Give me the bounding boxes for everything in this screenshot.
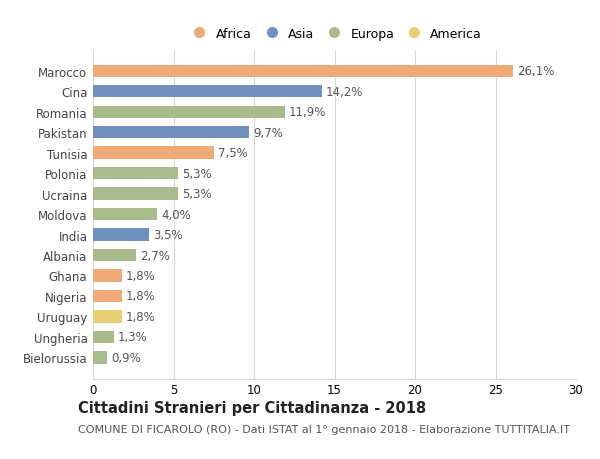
Text: 0,9%: 0,9% bbox=[112, 351, 141, 364]
Bar bbox=[93, 331, 114, 343]
Bar bbox=[93, 249, 136, 262]
Bar bbox=[93, 127, 249, 139]
Bar bbox=[93, 147, 214, 159]
Text: 26,1%: 26,1% bbox=[517, 65, 554, 78]
Text: 5,3%: 5,3% bbox=[182, 188, 212, 201]
Text: 9,7%: 9,7% bbox=[253, 126, 283, 140]
Text: 1,8%: 1,8% bbox=[126, 310, 156, 323]
Bar bbox=[93, 311, 122, 323]
Text: 1,8%: 1,8% bbox=[126, 269, 156, 282]
Text: 1,8%: 1,8% bbox=[126, 290, 156, 303]
Text: 3,5%: 3,5% bbox=[154, 229, 183, 241]
Bar bbox=[93, 208, 157, 221]
Text: 2,7%: 2,7% bbox=[140, 249, 170, 262]
Text: 11,9%: 11,9% bbox=[289, 106, 326, 119]
Bar bbox=[93, 352, 107, 364]
Bar bbox=[93, 270, 122, 282]
Text: 4,0%: 4,0% bbox=[161, 208, 191, 221]
Legend: Africa, Asia, Europa, America: Africa, Asia, Europa, America bbox=[183, 24, 486, 45]
Bar bbox=[93, 290, 122, 302]
Bar bbox=[93, 65, 513, 78]
Bar bbox=[93, 106, 284, 118]
Text: 14,2%: 14,2% bbox=[326, 85, 363, 99]
Text: Cittadini Stranieri per Cittadinanza - 2018: Cittadini Stranieri per Cittadinanza - 2… bbox=[78, 400, 426, 415]
Bar bbox=[93, 168, 178, 180]
Bar bbox=[93, 188, 178, 200]
Text: 7,5%: 7,5% bbox=[218, 147, 248, 160]
Text: 5,3%: 5,3% bbox=[182, 167, 212, 180]
Bar bbox=[93, 229, 149, 241]
Bar bbox=[93, 86, 322, 98]
Text: 1,3%: 1,3% bbox=[118, 330, 148, 344]
Text: COMUNE DI FICAROLO (RO) - Dati ISTAT al 1° gennaio 2018 - Elaborazione TUTTITALI: COMUNE DI FICAROLO (RO) - Dati ISTAT al … bbox=[78, 424, 570, 434]
